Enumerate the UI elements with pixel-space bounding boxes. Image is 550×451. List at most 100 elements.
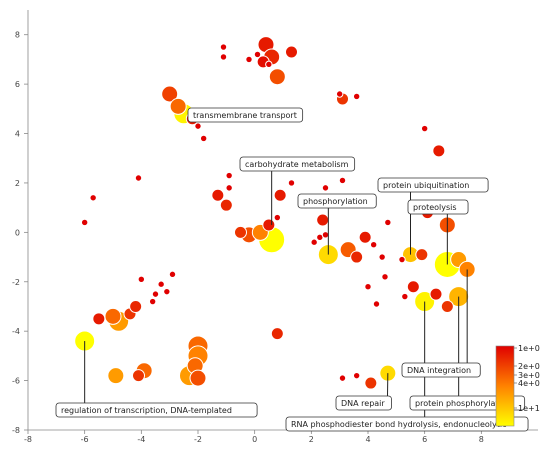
x-tick-label: 2 [309, 435, 314, 444]
annotation-box [401, 362, 481, 378]
annotation-labels: transmembrane transport carbohydrate meta… [55, 107, 529, 432]
data-point [169, 97, 187, 115]
data-point [415, 248, 429, 262]
y-tick-label: -2 [12, 278, 20, 287]
data-point [398, 255, 406, 264]
data-point [401, 292, 409, 301]
data-point [268, 68, 286, 86]
data-point [265, 60, 273, 69]
x-tick-label: -4 [137, 435, 145, 444]
annotation-label: DNA integration [407, 366, 471, 375]
y-tick-label: 8 [15, 31, 20, 40]
data-point [157, 280, 165, 288]
data-point [270, 327, 284, 341]
annotation-label: proteolysis [413, 203, 457, 212]
data-point [369, 241, 378, 249]
data-point [358, 230, 372, 244]
colorbar [495, 345, 515, 427]
x-tick-label: 8 [479, 435, 484, 444]
data-point [107, 367, 125, 385]
data-point [194, 122, 202, 130]
data-point [161, 85, 179, 103]
data-point [129, 299, 143, 313]
x-tick-label: 4 [365, 435, 370, 444]
x-tick-label: -6 [81, 435, 89, 444]
data-point [211, 188, 225, 202]
annotation-box [297, 193, 377, 209]
data-point [189, 369, 207, 387]
data-point [148, 297, 157, 306]
data-point [406, 280, 420, 294]
x-tick-label: 6 [422, 435, 427, 444]
annotation-box [335, 395, 392, 411]
annotation-label: transmembrane transport [193, 111, 297, 120]
annotation-box [55, 402, 258, 418]
data-point [262, 218, 276, 232]
data-point [104, 307, 122, 325]
x-tick-label: -2 [194, 435, 202, 444]
data-point [364, 283, 372, 291]
data-point [225, 171, 233, 180]
data-point [132, 369, 145, 383]
annotation-label: phosphorylation [303, 197, 368, 206]
colorbar-label: 2e+0 [518, 362, 540, 371]
y-tick-label: 2 [15, 179, 20, 188]
annotation-box [285, 416, 529, 432]
x-tick-label: 0 [252, 435, 257, 444]
annotation-label: DNA repair [341, 399, 385, 408]
annotation-box [239, 156, 356, 172]
colorbar-label: 4e+0 [518, 379, 540, 388]
annotation-box [377, 177, 489, 193]
y-tick-label: -8 [12, 426, 20, 435]
colorbar-label: 1e+0 [518, 344, 540, 353]
data-point [338, 374, 347, 382]
data-point [199, 134, 208, 143]
annotation-box [187, 107, 304, 123]
data-point [335, 90, 344, 98]
data-point [273, 213, 282, 222]
colorbar-legend: 1e+0 2e+03e+04e+0 1e+1 [495, 344, 540, 427]
data-point [163, 287, 171, 296]
annotation-label: regulation of transcription, DNA-templat… [61, 406, 232, 415]
data-point [372, 300, 381, 308]
data-point [168, 270, 177, 279]
data-point [273, 188, 287, 202]
colorbar-label: 1e+1 [518, 404, 540, 413]
data-point [321, 231, 330, 239]
x-tick-label: -8 [24, 435, 32, 444]
data-point [378, 253, 386, 261]
data-point [316, 213, 330, 227]
data-point [350, 250, 364, 264]
annotation-label: protein ubiquitination [383, 181, 469, 190]
data-point [234, 225, 247, 239]
data-point [352, 92, 361, 101]
data-point [219, 53, 228, 61]
axes: -8 -6 -4 -2 0 2 4 6 8 -8 -6 -4 -2 0 2 4 6 8 [12, 10, 538, 444]
data-point [219, 198, 233, 212]
data-point [352, 371, 361, 380]
data-point [364, 376, 378, 390]
y-tick-label: -6 [12, 377, 20, 386]
y-tick-label: 0 [15, 228, 20, 237]
data-point [310, 238, 318, 246]
annotation-label: carbohydrate metabolism [245, 160, 349, 169]
data-point [285, 45, 298, 59]
data-point [134, 174, 143, 182]
annotation-label: RNA phosphodiester bond hydrolysis, endo… [291, 420, 507, 429]
annotation-box [407, 199, 469, 215]
annotation-label: protein phosphorylation [415, 399, 511, 408]
data-point [338, 176, 347, 185]
y-tick-label: 4 [15, 130, 20, 139]
data-point [287, 179, 296, 187]
data-point [384, 218, 392, 227]
data-point [137, 275, 146, 283]
data-point [151, 290, 160, 298]
data-point [440, 299, 454, 313]
data-point [429, 287, 443, 301]
data-point [225, 184, 233, 192]
data-point [245, 55, 253, 64]
annotation-leaders [84, 115, 468, 417]
data-point [253, 50, 262, 59]
data-point [381, 273, 389, 281]
